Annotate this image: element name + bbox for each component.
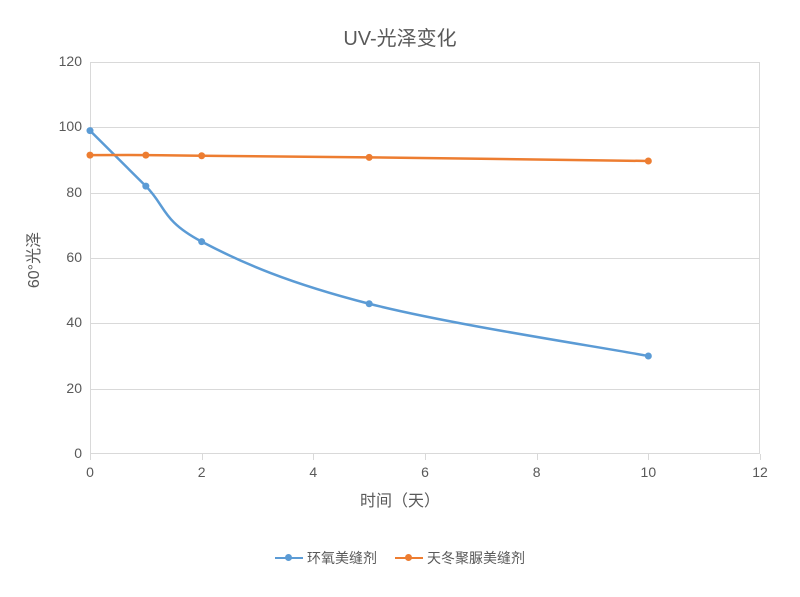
- x-axis-label: 时间（天）: [0, 487, 800, 511]
- series-marker: [142, 152, 149, 159]
- legend-label: 天冬聚脲美缝剂: [427, 548, 525, 568]
- series-marker: [87, 152, 94, 159]
- series-marker: [366, 154, 373, 161]
- series-marker: [198, 152, 205, 159]
- series-marker: [645, 353, 652, 360]
- series-marker: [87, 127, 94, 134]
- series-marker: [198, 238, 205, 245]
- legend-line-icon: [275, 557, 303, 559]
- series-marker: [645, 157, 652, 164]
- series-marker: [142, 183, 149, 190]
- legend: 环氧美缝剂 天冬聚脲美缝剂: [0, 548, 800, 568]
- chart-container: UV-光泽变化 020406080100120 024681012 60°光泽 …: [0, 0, 800, 597]
- legend-item: 环氧美缝剂: [275, 548, 377, 568]
- y-axis-label: 60°光泽: [20, 220, 44, 300]
- legend-line-icon: [395, 557, 423, 559]
- legend-item: 天冬聚脲美缝剂: [395, 548, 525, 568]
- series-line: [90, 131, 648, 356]
- legend-marker-icon: [285, 554, 292, 561]
- legend-label: 环氧美缝剂: [307, 548, 377, 568]
- series-marker: [366, 300, 373, 307]
- legend-marker-icon: [405, 554, 412, 561]
